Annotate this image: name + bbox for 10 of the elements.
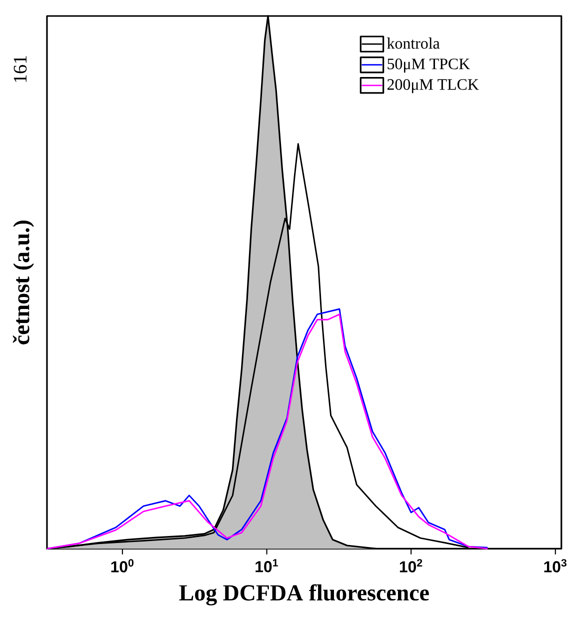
x-axis-title: Log DCFDA fluorescence [179,584,429,606]
y-axis-title: četnost (a.u.) [12,220,34,344]
x-tick-label: 10$^{1}$ [255,559,278,572]
text: 161 [14,56,26,82]
legend-label: kontrola [386,38,440,49]
x-tick-label: 10$^{3}$ [544,559,566,572]
legend-label: 50μM TPCK [388,58,470,73]
x-tick-label: 10$^{0}$ [111,559,134,572]
legend-label: 200μM TLCK [387,79,479,94]
x-tick-label: 10$^{2}$ [400,559,422,572]
